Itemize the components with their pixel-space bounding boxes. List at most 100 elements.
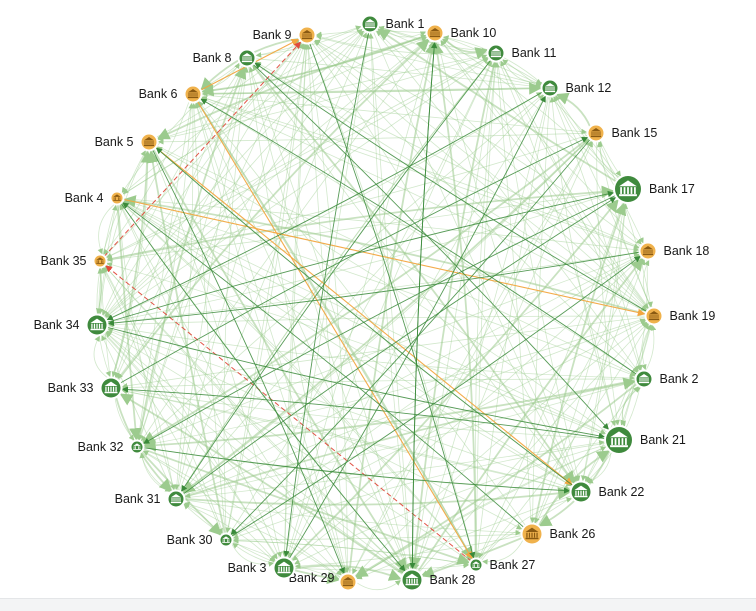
edge-b26-to-b27	[482, 538, 525, 565]
bank-node-b27[interactable]: Bank 27	[468, 557, 536, 573]
edge-b26-to-b17	[533, 202, 627, 525]
edge-b26-to-b6	[198, 101, 527, 527]
bank-node-b32[interactable]: Bank 32	[78, 439, 145, 455]
edge-b21-to-b35	[106, 262, 607, 437]
bank-node-b2[interactable]: Bank 2	[634, 369, 699, 389]
bank-node-b10[interactable]: Bank 10	[425, 23, 497, 43]
bank-node-b34[interactable]: Bank 34	[34, 313, 109, 337]
edge-b27-to-b4	[121, 203, 473, 562]
highlighted-edge-dark-b34-to-b17	[106, 190, 615, 324]
bottom-status-strip	[0, 598, 756, 611]
bank-label: Bank 4	[65, 191, 104, 205]
highlighted-edge-dark-b19-to-b8	[254, 62, 648, 313]
edge-b3-to-b10	[286, 41, 434, 560]
edge-b4-to-b27	[120, 201, 472, 561]
edge-b1-to-b22	[372, 30, 577, 483]
edge-b32-to-b3	[140, 450, 276, 562]
edge-b30-to-b27	[231, 540, 470, 567]
bank-node-b18[interactable]: Bank 18	[638, 241, 710, 261]
bank-node-b35[interactable]: Bank 35	[41, 253, 108, 269]
edge-b15-to-b35	[106, 134, 589, 261]
edge-b1-to-b34	[104, 29, 366, 317]
edge-b34-to-b11	[104, 58, 489, 320]
edge-b10-to-b34	[105, 37, 430, 318]
edge-b31-to-b21	[183, 440, 605, 499]
bank-label: Bank 18	[664, 244, 710, 258]
edge-b9-to-b29	[307, 42, 350, 574]
highlighted-edge-dark-b1-to-b3	[283, 31, 370, 558]
bank-node-b22[interactable]: Bank 22	[569, 480, 645, 504]
edge-b22-to-b19	[584, 324, 652, 484]
bank-node-b3[interactable]: Bank 3	[228, 556, 296, 580]
highlighted-edge-dark-b5-to-b29	[151, 148, 345, 574]
bank-node-b4[interactable]: Bank 4	[65, 190, 125, 206]
bank-building-icon	[241, 53, 253, 63]
edge-b28-to-b15	[415, 141, 593, 572]
bank-building-icon	[222, 536, 230, 544]
edge-b10-to-b5	[156, 34, 429, 140]
edge-b15-to-b21	[596, 140, 620, 426]
edge-b6-to-b31	[174, 101, 194, 491]
bank-node-b19[interactable]: Bank 19	[644, 306, 716, 326]
bank-building-icon	[590, 128, 602, 138]
edge-b32-to-b6	[137, 102, 194, 442]
edge-b22-to-b29	[356, 495, 573, 580]
bank-building-icon	[96, 257, 104, 265]
edge-b6-to-b12	[200, 82, 542, 95]
bank-node-b30[interactable]: Bank 30	[167, 532, 234, 548]
bank-node-b11[interactable]: Bank 11	[486, 43, 557, 63]
edge-b1-to-b33	[117, 29, 367, 380]
edge-b8-to-b33	[114, 64, 245, 378]
bank-building-icon	[301, 30, 313, 40]
bank-node-b5[interactable]: Bank 5	[95, 132, 159, 152]
bank-label: Bank 22	[599, 485, 645, 499]
bank-node-b31[interactable]: Bank 31	[115, 489, 186, 509]
edge-b9-to-b33	[116, 41, 304, 379]
edge-b28-to-b34	[105, 331, 405, 575]
edge-b34-to-b9	[102, 42, 302, 318]
bank-label: Bank 32	[78, 440, 124, 454]
edge-b29-to-b28	[355, 580, 401, 591]
bank-node-b12[interactable]: Bank 12	[540, 78, 612, 98]
highlighted-edge-dark-b9-to-b27	[308, 41, 476, 559]
bank-node-b26[interactable]: Bank 26	[520, 522, 596, 546]
edge-b21-to-b30	[232, 442, 607, 540]
bank-node-b21[interactable]: Bank 21	[604, 425, 686, 455]
bank-label: Bank 2	[660, 372, 699, 386]
edge-b31-to-b34	[101, 334, 174, 493]
edge-b34-to-b2	[106, 325, 636, 381]
edge-b30-to-b35	[102, 267, 225, 536]
edge-b22-to-b28	[421, 496, 573, 576]
edge-b17-to-b26	[534, 201, 625, 524]
edge-b5-to-b11	[156, 54, 488, 141]
bank-node-b6[interactable]: Bank 6	[139, 84, 203, 104]
edge-b12-to-b32	[142, 92, 545, 443]
highlighted-edge-warning-b4-to-b19	[122, 198, 646, 317]
edge-b31-to-b19	[182, 318, 646, 497]
edge-b11-to-b28	[408, 60, 496, 570]
highlighted-edge-dark-b12-to-b34	[106, 91, 544, 321]
edge-b21-to-b12	[549, 96, 617, 428]
edge-b28-to-b35	[104, 265, 406, 574]
edge-b4-to-b29	[119, 202, 344, 575]
bank-node-b29[interactable]: Bank 29	[289, 571, 358, 592]
bank-node-b9[interactable]: Bank 9	[253, 25, 317, 45]
bank-node-b8[interactable]: Bank 8	[193, 48, 257, 68]
bank-node-b33[interactable]: Bank 33	[48, 376, 123, 400]
edge-b28-to-b33	[119, 393, 405, 576]
highlighted-edge-dark-b17-to-b32	[143, 194, 617, 444]
edge-b17-to-b22	[580, 201, 627, 482]
edge-b17-to-b35	[106, 190, 616, 263]
edge-b2-to-b32	[143, 379, 637, 452]
bank-node-b1[interactable]: Bank 1	[360, 14, 425, 34]
bank-node-b15[interactable]: Bank 15	[586, 123, 658, 143]
bank-node-b28[interactable]: Bank 28	[400, 568, 476, 592]
bank-building-icon	[619, 180, 637, 197]
edge-b9-to-b19	[312, 39, 648, 311]
edge-b34-to-b3	[102, 332, 278, 560]
bank-circle	[220, 534, 232, 546]
edge-b33-to-b22	[120, 389, 571, 492]
edge-b34-to-b10	[103, 38, 429, 320]
edge-b5-to-b28	[152, 147, 407, 572]
bank-node-b17[interactable]: Bank 17	[613, 174, 695, 204]
